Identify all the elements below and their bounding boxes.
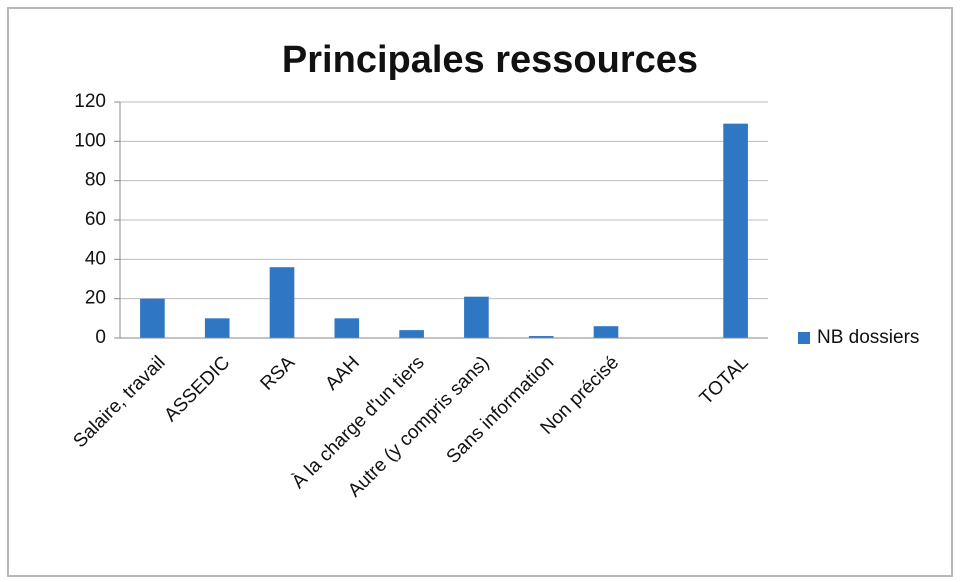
- bar: [528, 336, 554, 338]
- y-tick-label: 20: [85, 288, 106, 309]
- bar: [464, 296, 489, 338]
- y-tick-label: 60: [85, 209, 106, 230]
- y-tick-label: 120: [74, 91, 106, 112]
- bar: [204, 318, 230, 338]
- bar: [269, 267, 295, 338]
- bar: [723, 123, 748, 338]
- legend-label: NB dossiers: [817, 327, 919, 348]
- legend-swatch: [798, 332, 810, 344]
- bar: [334, 318, 360, 338]
- bar: [593, 326, 619, 338]
- bar: [140, 298, 165, 338]
- y-tick-label: 0: [95, 327, 106, 348]
- chart-title: Principales ressources: [282, 39, 698, 81]
- y-tick-label: 100: [74, 130, 106, 151]
- y-tick-label: 80: [85, 170, 106, 191]
- y-tick-label: 40: [85, 248, 106, 269]
- chart-frame: [7, 7, 953, 577]
- bar: [399, 330, 424, 338]
